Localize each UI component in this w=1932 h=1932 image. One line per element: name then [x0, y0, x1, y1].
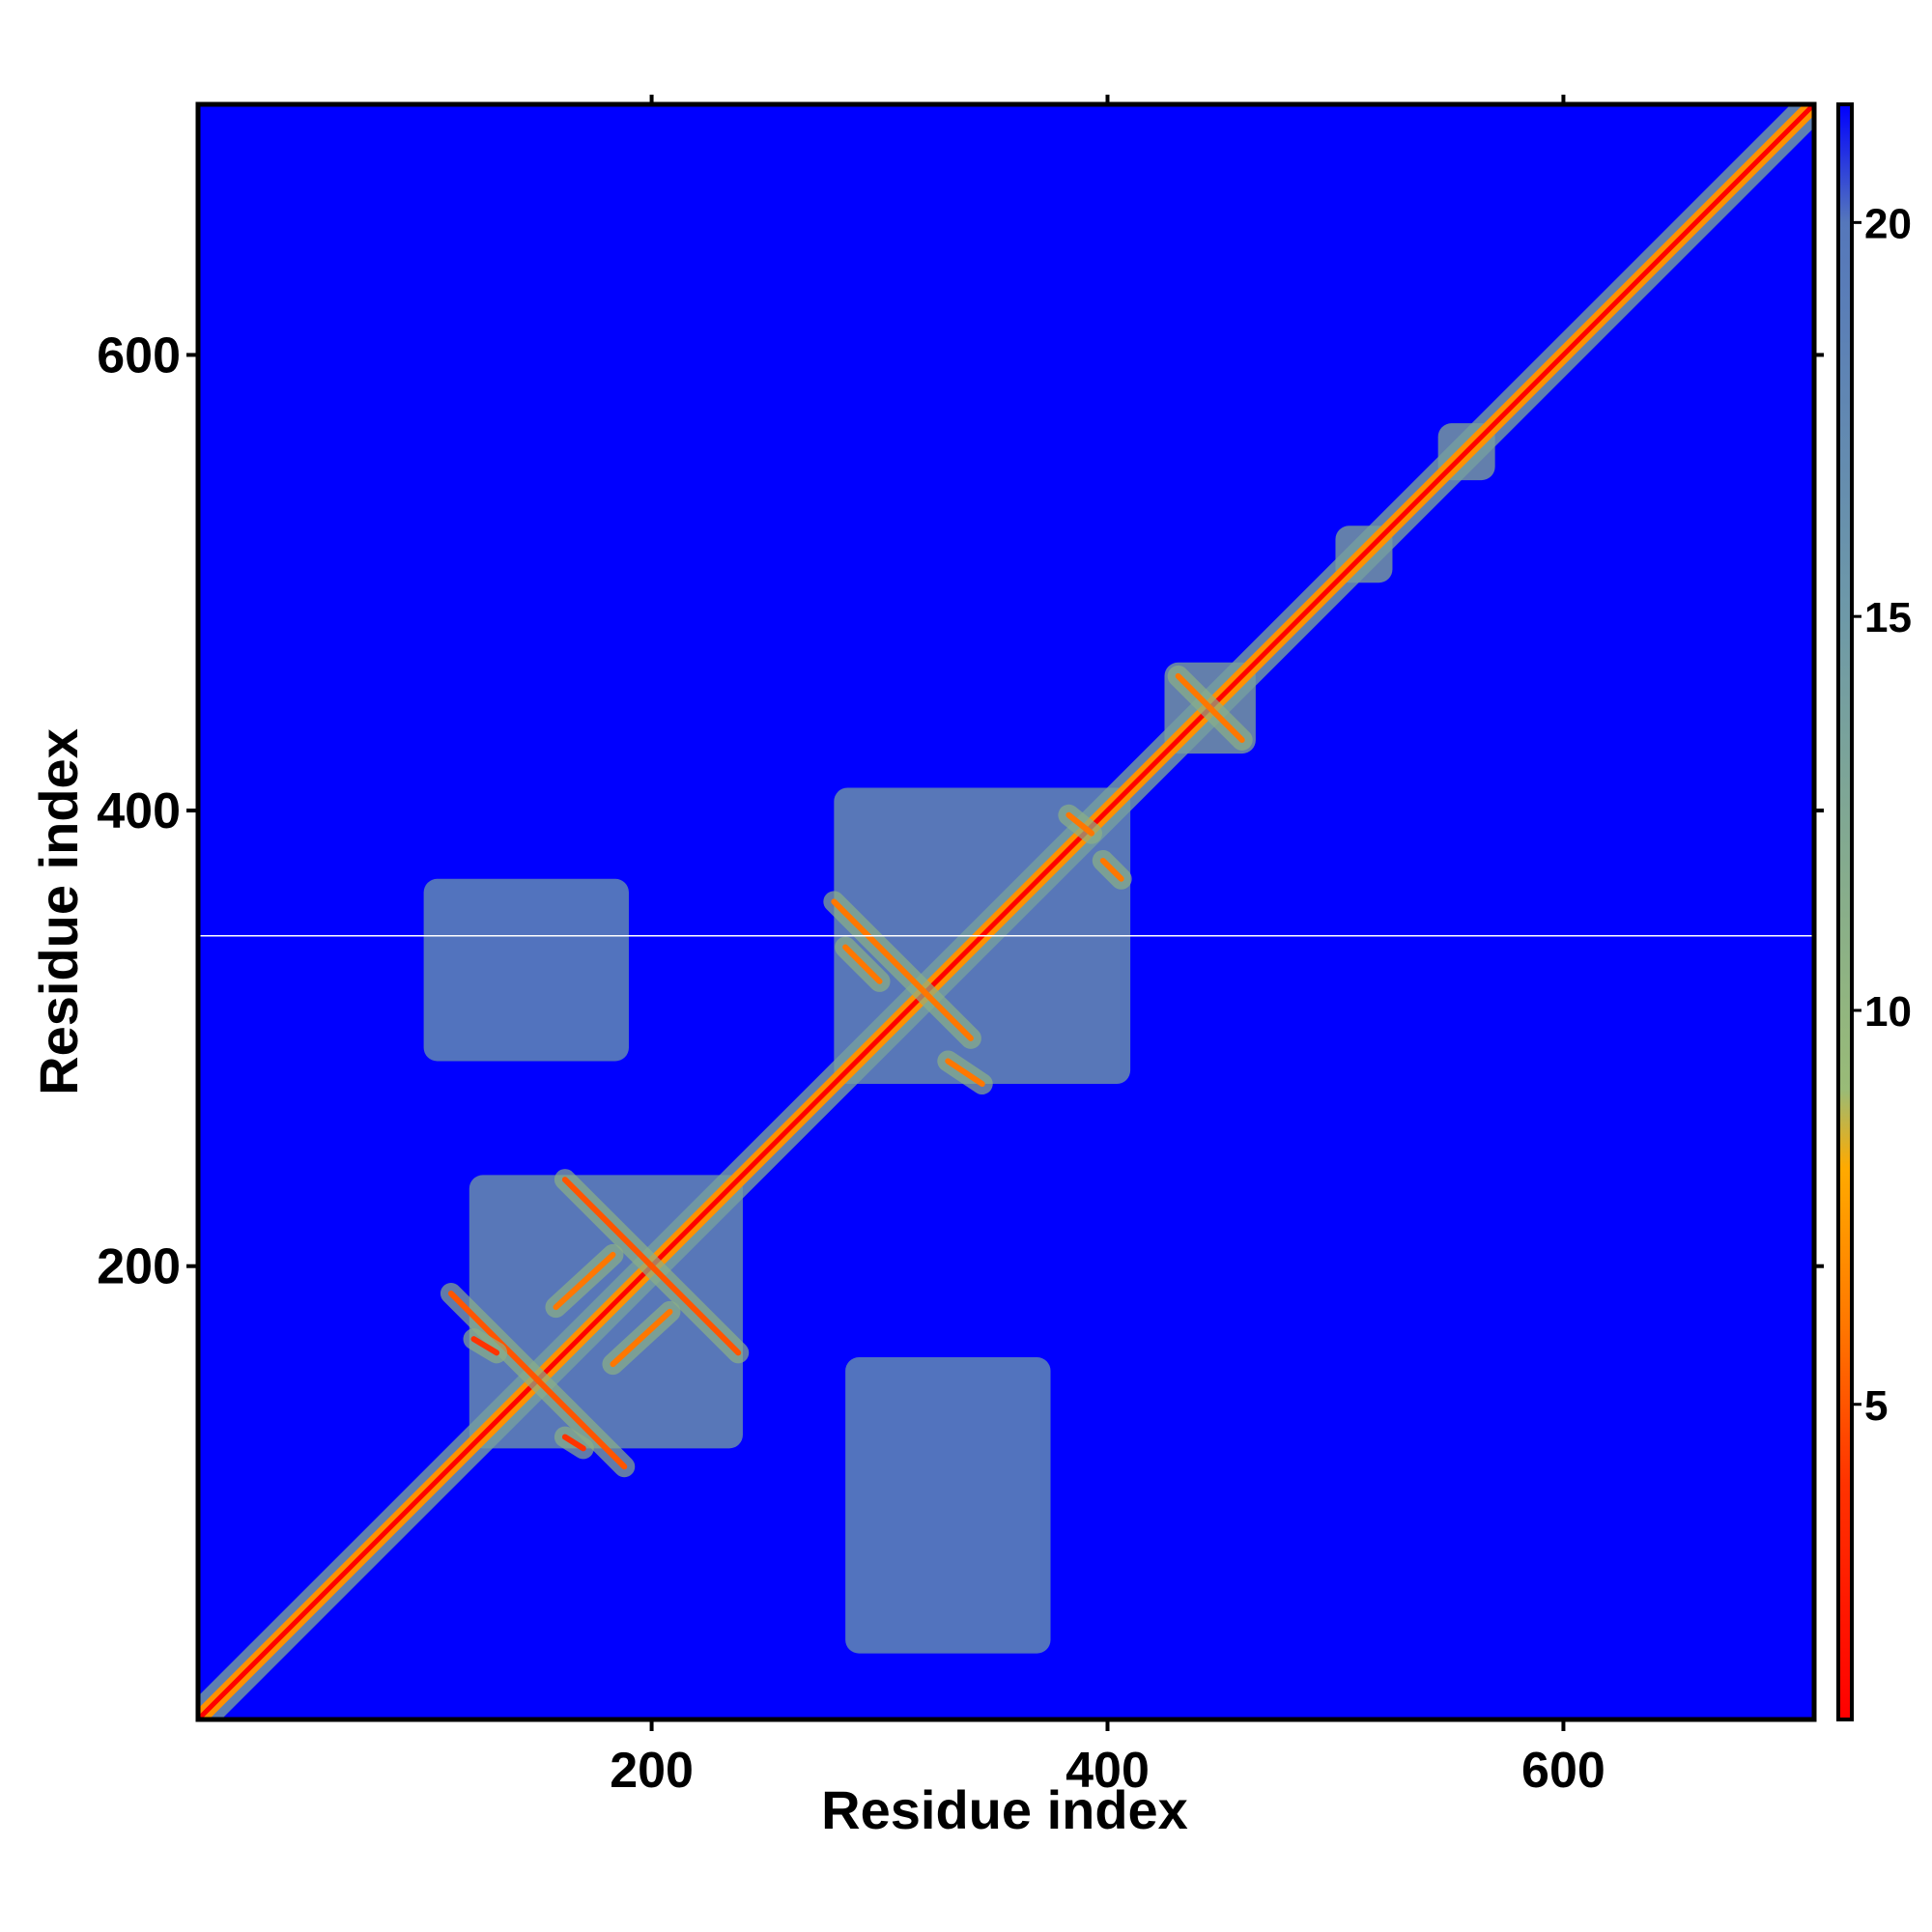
x-axis-title: Residue index [821, 1779, 1188, 1840]
colorbar-tick-label-15: 15 [1864, 594, 1912, 641]
colorbar [1836, 102, 1854, 1721]
x-tick-label-600: 600 [1521, 1743, 1605, 1799]
contact-line-0 [447, 1291, 628, 1470]
x-tick-label-200: 200 [610, 1743, 694, 1799]
diagonal-line [198, 104, 1814, 1719]
contact-line-3 [831, 898, 974, 1041]
contact-line-9 [1099, 857, 1124, 882]
y-tick-label-200: 200 [97, 1239, 181, 1295]
y-tick-label-400: 400 [97, 783, 181, 839]
contact-line-10 [470, 1336, 500, 1356]
contact-line-11 [561, 1434, 586, 1452]
x-tick-label-400: 400 [1065, 1743, 1150, 1799]
contact-line-1 [561, 1177, 742, 1356]
contact-line-4 [553, 1251, 616, 1311]
contact-region-2 [845, 1357, 1051, 1654]
y-tick-label-600: 600 [97, 327, 181, 384]
colorbar-tick-label-10: 10 [1864, 988, 1912, 1036]
contact-line-5 [610, 1308, 673, 1368]
contact-line-2 [1175, 672, 1245, 743]
y-axis-ticks: 200 400 600 [97, 327, 1824, 1295]
colorbar-tick-label-20: 20 [1864, 200, 1912, 247]
y-axis-title: Residue index [28, 728, 89, 1095]
contact-region-3 [423, 878, 629, 1062]
colorbar-ticks: 5 10 15 20 [1852, 200, 1912, 1430]
colorbar-tick-label-5: 5 [1864, 1382, 1888, 1430]
plot-frame [195, 101, 1817, 1722]
contact-line-8 [1065, 811, 1094, 837]
contact-lines [198, 104, 1814, 1719]
x-axis-ticks: 200 400 600 [610, 95, 1605, 1799]
contact-line-7 [945, 1058, 985, 1088]
contact-line-6 [842, 944, 883, 984]
